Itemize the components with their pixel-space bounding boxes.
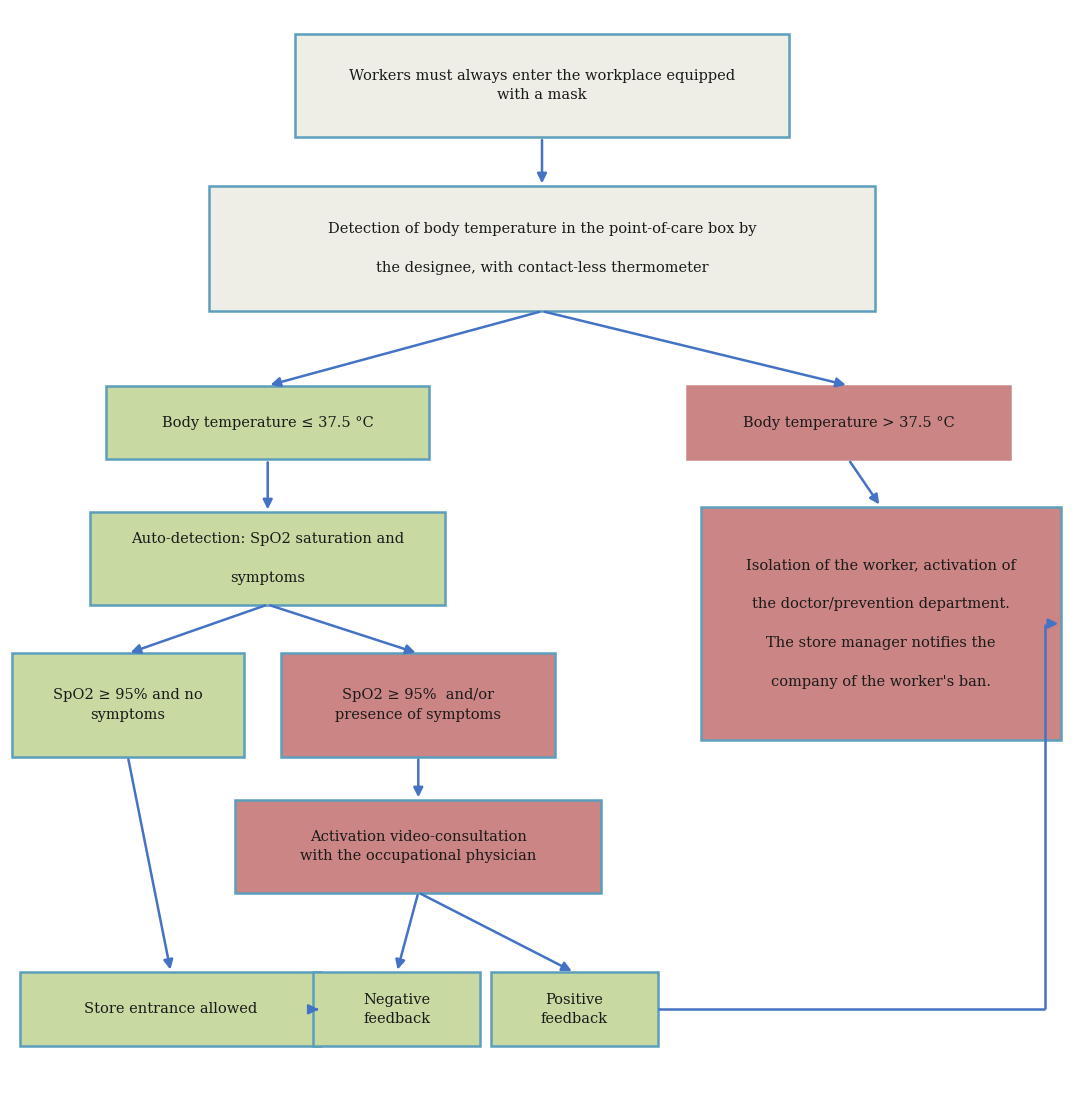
Text: Body temperature ≤ 37.5 °C: Body temperature ≤ 37.5 °C bbox=[162, 415, 374, 429]
FancyBboxPatch shape bbox=[208, 186, 876, 311]
Text: Store entrance allowed: Store entrance allowed bbox=[85, 1002, 258, 1016]
FancyBboxPatch shape bbox=[687, 385, 1010, 460]
Text: SpO2 ≥ 95% and no
symptoms: SpO2 ≥ 95% and no symptoms bbox=[53, 689, 203, 722]
FancyBboxPatch shape bbox=[235, 800, 602, 892]
FancyBboxPatch shape bbox=[491, 972, 658, 1047]
Text: Negative
feedback: Negative feedback bbox=[363, 992, 430, 1026]
Text: SpO2 ≥ 95%  and/or
presence of symptoms: SpO2 ≥ 95% and/or presence of symptoms bbox=[335, 689, 501, 722]
Text: Positive
feedback: Positive feedback bbox=[541, 992, 608, 1026]
FancyBboxPatch shape bbox=[295, 34, 789, 137]
Text: Isolation of the worker, activation of

the doctor/prevention department.

The s: Isolation of the worker, activation of t… bbox=[746, 558, 1016, 689]
FancyBboxPatch shape bbox=[12, 654, 244, 757]
Text: Detection of body temperature in the point-of-care box by

the designee, with co: Detection of body temperature in the poi… bbox=[327, 222, 757, 275]
Text: Activation video-consultation
with the occupational physician: Activation video-consultation with the o… bbox=[300, 830, 537, 863]
FancyBboxPatch shape bbox=[700, 507, 1061, 740]
FancyBboxPatch shape bbox=[90, 512, 446, 604]
FancyBboxPatch shape bbox=[281, 654, 555, 757]
Text: Body temperature > 37.5 °C: Body temperature > 37.5 °C bbox=[743, 415, 954, 429]
FancyBboxPatch shape bbox=[106, 385, 429, 460]
Text: Auto-detection: SpO2 saturation and

symptoms: Auto-detection: SpO2 saturation and symp… bbox=[131, 532, 404, 585]
FancyBboxPatch shape bbox=[313, 972, 480, 1047]
Text: Workers must always enter the workplace equipped
with a mask: Workers must always enter the workplace … bbox=[349, 69, 735, 103]
FancyBboxPatch shape bbox=[21, 972, 322, 1047]
